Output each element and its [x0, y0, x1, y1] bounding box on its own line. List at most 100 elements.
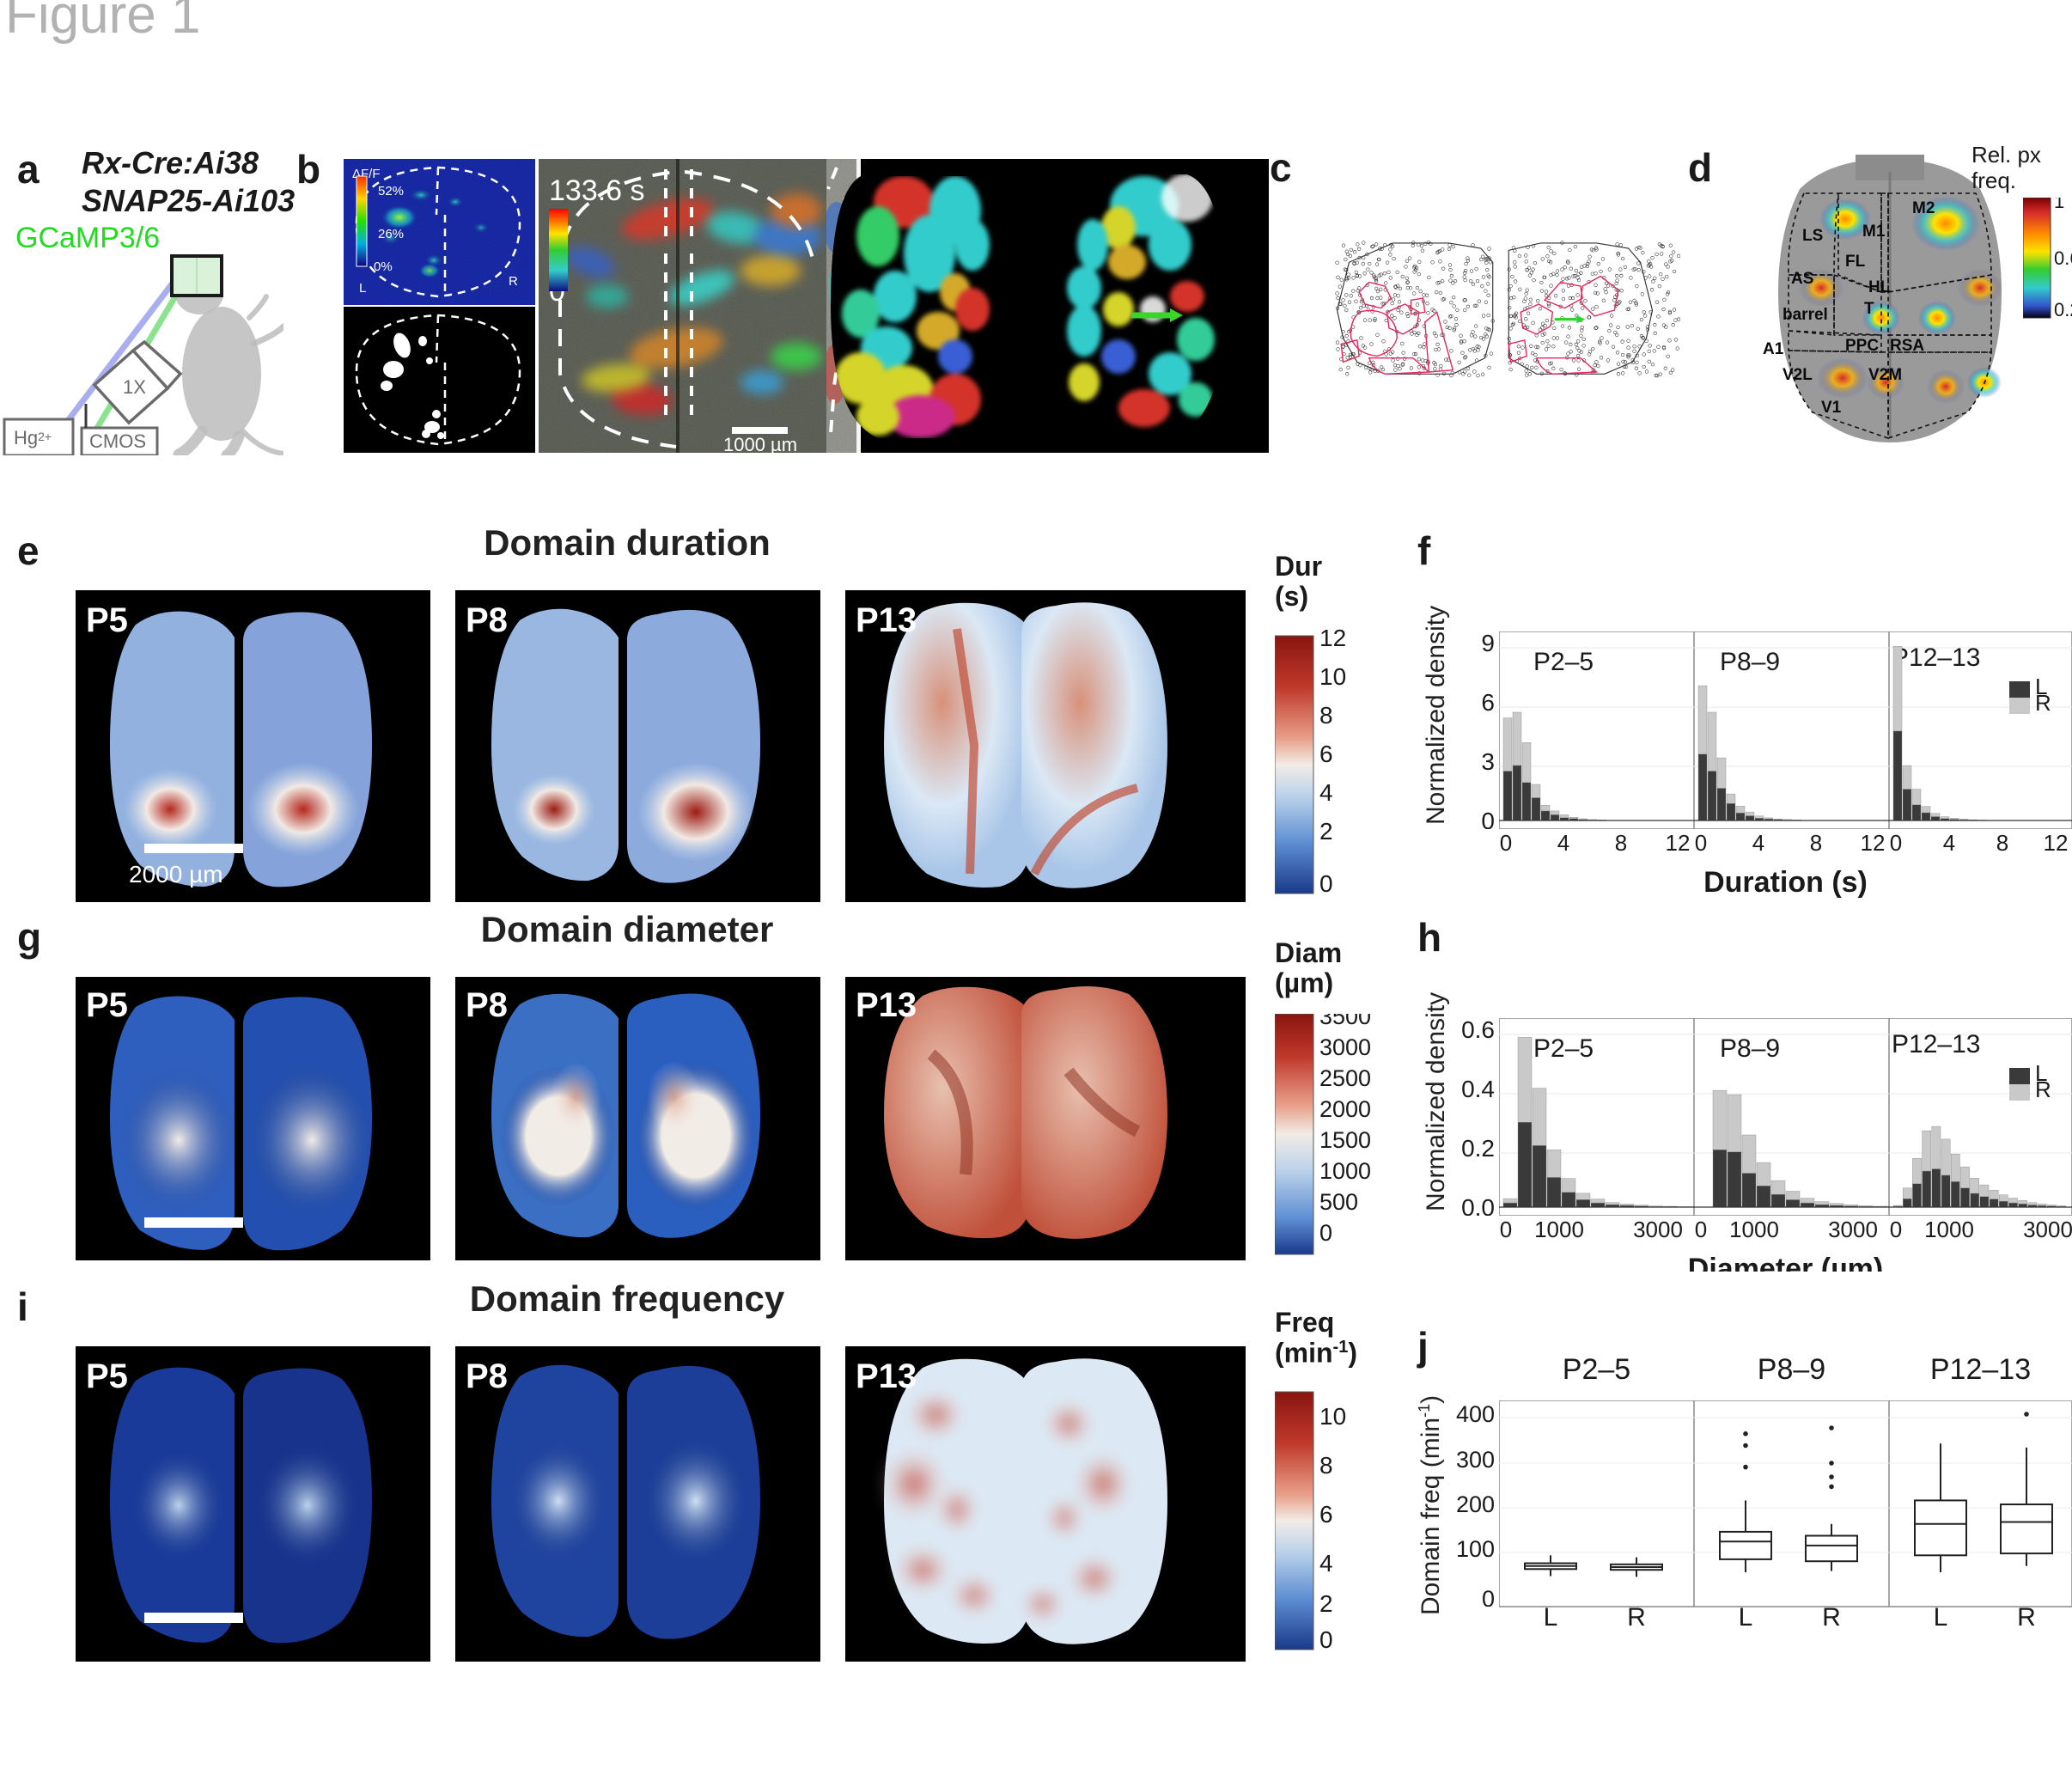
svg-text:R: R [1822, 1603, 1841, 1632]
svg-text:52%: 52% [378, 184, 404, 198]
svg-text:0: 0 [1319, 1220, 1332, 1246]
svg-text:0: 0 [1500, 830, 1512, 856]
svg-text:CMOS: CMOS [89, 430, 146, 452]
svg-text:10: 10 [1319, 663, 1346, 690]
svg-text:26%: 26% [378, 227, 404, 241]
svg-text:0: 0 [1890, 830, 1902, 856]
svg-text:barrel: barrel [1783, 306, 1828, 324]
svg-text:1000: 1000 [1319, 1158, 1371, 1184]
svg-text:V2L: V2L [1783, 366, 1813, 384]
svg-text:8: 8 [1319, 1452, 1333, 1479]
svg-text:P2–5: P2–5 [1533, 648, 1594, 676]
svg-text:12: 12 [1319, 627, 1346, 651]
svg-text:0.6: 0.6 [1461, 1018, 1495, 1043]
svg-text:P5: P5 [86, 601, 128, 639]
svg-text:L: L [1934, 1603, 1948, 1632]
svg-text:1000: 1000 [1729, 1217, 1779, 1242]
svg-text:L: L [359, 281, 366, 296]
svg-text:6: 6 [1319, 741, 1333, 767]
svg-text:P8: P8 [466, 986, 508, 1024]
svg-text:12: 12 [2044, 830, 2069, 856]
svg-text:1: 1 [2054, 198, 2064, 212]
svg-text:500: 500 [1319, 1189, 1358, 1215]
svg-text:8: 8 [1996, 830, 2008, 856]
svg-text:P12–13: P12–13 [1892, 1030, 1980, 1058]
svg-text:T: T [1864, 300, 1874, 318]
svg-text:2000 µm: 2000 µm [129, 861, 223, 888]
svg-text:4: 4 [1319, 779, 1333, 806]
svg-text:1000 µm: 1000 µm [723, 434, 797, 453]
svg-text:L: L [1544, 1603, 1558, 1632]
svg-text:1000: 1000 [1534, 1217, 1584, 1242]
svg-text:300: 300 [1456, 1447, 1495, 1473]
svg-text:0.6: 0.6 [2054, 247, 2072, 269]
svg-text:R: R [509, 274, 518, 289]
svg-text:P5: P5 [86, 1357, 128, 1395]
svg-text:P13: P13 [856, 1357, 917, 1395]
svg-text:LS: LS [1802, 227, 1823, 245]
svg-text:0: 0 [1695, 1217, 1707, 1242]
svg-text:FL: FL [1845, 253, 1866, 271]
svg-text:1000: 1000 [1924, 1217, 1974, 1242]
svg-text:AS: AS [1791, 270, 1813, 288]
svg-text:P8: P8 [466, 1357, 508, 1395]
svg-text:8: 8 [1810, 830, 1822, 856]
svg-text:2: 2 [1319, 1590, 1333, 1617]
svg-text:P8–9: P8–9 [1720, 648, 1780, 676]
svg-text:R: R [2035, 690, 2051, 716]
svg-text:3500: 3500 [1319, 1014, 1371, 1029]
svg-text:0.4: 0.4 [1461, 1076, 1495, 1102]
svg-text:V1: V1 [1821, 399, 1842, 417]
svg-text:0.2: 0.2 [2054, 299, 2072, 320]
svg-text:2500: 2500 [1319, 1065, 1371, 1091]
svg-text:0%: 0% [374, 259, 393, 274]
svg-text:P5: P5 [86, 986, 128, 1024]
svg-text:3: 3 [1481, 748, 1495, 775]
svg-text:P2–5: P2–5 [1533, 1034, 1594, 1063]
svg-text:4: 4 [1752, 830, 1764, 856]
svg-text:V2M: V2M [1868, 366, 1902, 384]
svg-text:10: 10 [1319, 1403, 1346, 1430]
svg-text:100: 100 [1456, 1536, 1495, 1562]
svg-text:1X: 1X [123, 376, 146, 398]
svg-text:P13: P13 [856, 601, 917, 639]
svg-text:L: L [1739, 1603, 1753, 1632]
svg-text:4: 4 [1943, 830, 1955, 856]
svg-text:0.2: 0.2 [1461, 1135, 1495, 1162]
svg-text:0: 0 [1319, 1626, 1333, 1653]
svg-text:6: 6 [1481, 689, 1495, 716]
svg-text:0.0: 0.0 [1461, 1194, 1495, 1216]
svg-text:12: 12 [1666, 830, 1691, 856]
svg-text:A1: A1 [1763, 340, 1784, 358]
svg-text:0: 0 [1890, 1217, 1902, 1242]
svg-text:9: 9 [1481, 631, 1495, 656]
svg-text:P12–13: P12–13 [1892, 644, 1980, 672]
svg-text:4: 4 [1319, 1550, 1333, 1577]
svg-text:0: 0 [1500, 1217, 1512, 1242]
svg-text:3000: 3000 [2023, 1217, 2072, 1242]
svg-text:0: 0 [1695, 830, 1707, 856]
svg-text:R: R [2035, 1077, 2051, 1102]
svg-text:0: 0 [1482, 1586, 1495, 1607]
svg-text:1500: 1500 [1319, 1127, 1371, 1153]
svg-text:200: 200 [1456, 1491, 1495, 1517]
svg-text:8: 8 [1615, 830, 1627, 856]
svg-text:133.6 s: 133.6 s [549, 174, 645, 207]
svg-text:0: 0 [1481, 808, 1495, 829]
svg-text:P8–9: P8–9 [1720, 1034, 1780, 1063]
svg-text:HL: HL [1868, 278, 1891, 296]
svg-text:3000: 3000 [1633, 1217, 1683, 1242]
svg-text:R: R [1627, 1603, 1646, 1632]
svg-text:M1: M1 [1862, 223, 1886, 241]
svg-text:P8: P8 [466, 601, 508, 639]
svg-text:2: 2 [1319, 818, 1333, 845]
svg-text:2000: 2000 [1319, 1096, 1371, 1122]
svg-text:8: 8 [1319, 702, 1333, 729]
svg-text:PPC: PPC [1845, 337, 1879, 355]
svg-text:RSA: RSA [1890, 337, 1924, 355]
svg-text:12: 12 [1861, 830, 1886, 856]
svg-text:R: R [2017, 1603, 2036, 1632]
svg-text:3000: 3000 [1828, 1217, 1878, 1242]
svg-text:400: 400 [1456, 1401, 1495, 1427]
svg-text:0: 0 [1319, 870, 1333, 897]
